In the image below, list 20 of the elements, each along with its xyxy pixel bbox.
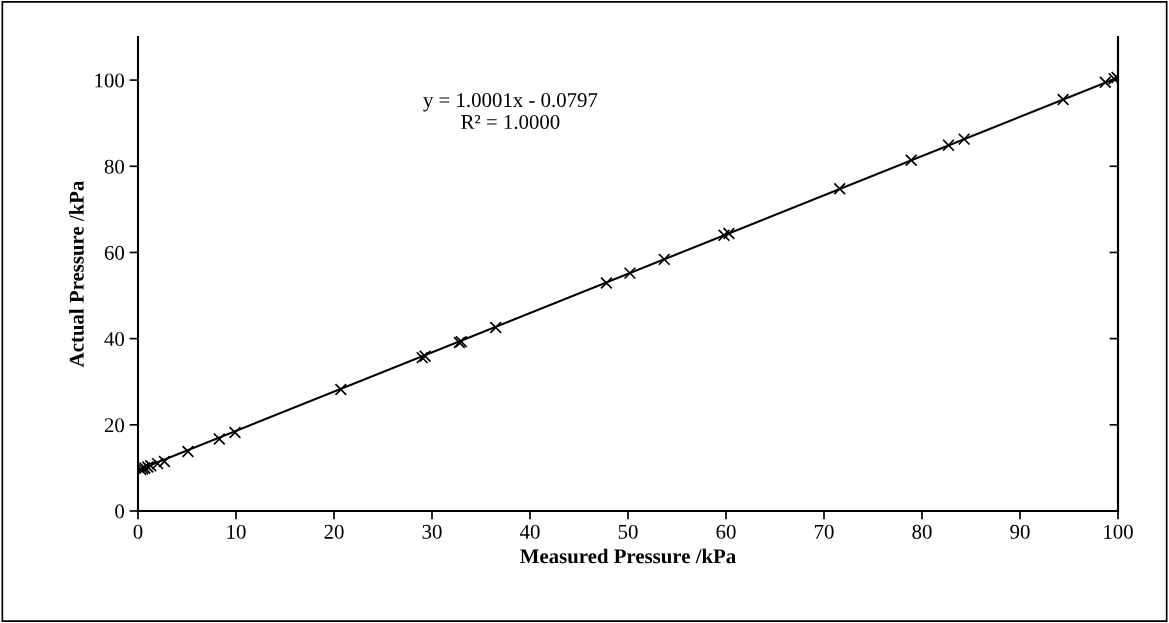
- x-tick-label: 60: [716, 524, 736, 539]
- y-axis-title: Actual Pressure /kPa: [69, 180, 84, 368]
- x-tick-label: 40: [519, 524, 540, 539]
- y-tick-label: 0: [115, 504, 125, 519]
- y-tick-label: 100: [95, 73, 125, 88]
- y-tick-label: 80: [104, 159, 125, 174]
- x-tick-label: 70: [814, 524, 834, 539]
- y-tick-label: 20: [104, 418, 125, 433]
- x-tick-label: 50: [618, 524, 638, 539]
- y-tick-label: 60: [104, 245, 125, 260]
- x-tick-label: 0: [133, 524, 143, 539]
- x-tick-label: 20: [324, 524, 344, 539]
- x-axis-title: Measured Pressure /kPa: [520, 548, 736, 564]
- x-tick-label: 30: [422, 524, 442, 539]
- annotation: y = 1.0001x - 0.0797 R² = 1.0000: [423, 93, 598, 130]
- y-tick-label: 40: [104, 332, 125, 347]
- x-tick-label: 10: [227, 524, 246, 539]
- x-tick-label: 90: [1010, 524, 1030, 539]
- x-tick-label: 100: [1104, 524, 1133, 539]
- x-tick-label: 80: [912, 524, 932, 539]
